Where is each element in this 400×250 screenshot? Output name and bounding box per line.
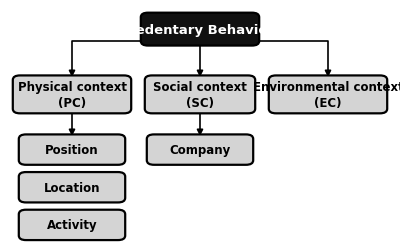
Text: Position: Position	[45, 144, 99, 156]
FancyBboxPatch shape	[13, 76, 131, 114]
FancyBboxPatch shape	[145, 76, 255, 114]
FancyBboxPatch shape	[19, 210, 125, 240]
FancyBboxPatch shape	[19, 135, 125, 165]
Text: Sedentary Behavior: Sedentary Behavior	[126, 24, 274, 36]
Text: Social context
(SC): Social context (SC)	[153, 80, 247, 110]
FancyBboxPatch shape	[141, 14, 259, 46]
Text: Environmental context
(EC): Environmental context (EC)	[253, 80, 400, 110]
FancyBboxPatch shape	[269, 76, 387, 114]
Text: Activity: Activity	[47, 218, 97, 232]
FancyBboxPatch shape	[19, 172, 125, 203]
Text: Company: Company	[169, 144, 231, 156]
FancyBboxPatch shape	[147, 135, 253, 165]
Text: Physical context
(PC): Physical context (PC)	[18, 80, 126, 110]
Text: Location: Location	[44, 181, 100, 194]
